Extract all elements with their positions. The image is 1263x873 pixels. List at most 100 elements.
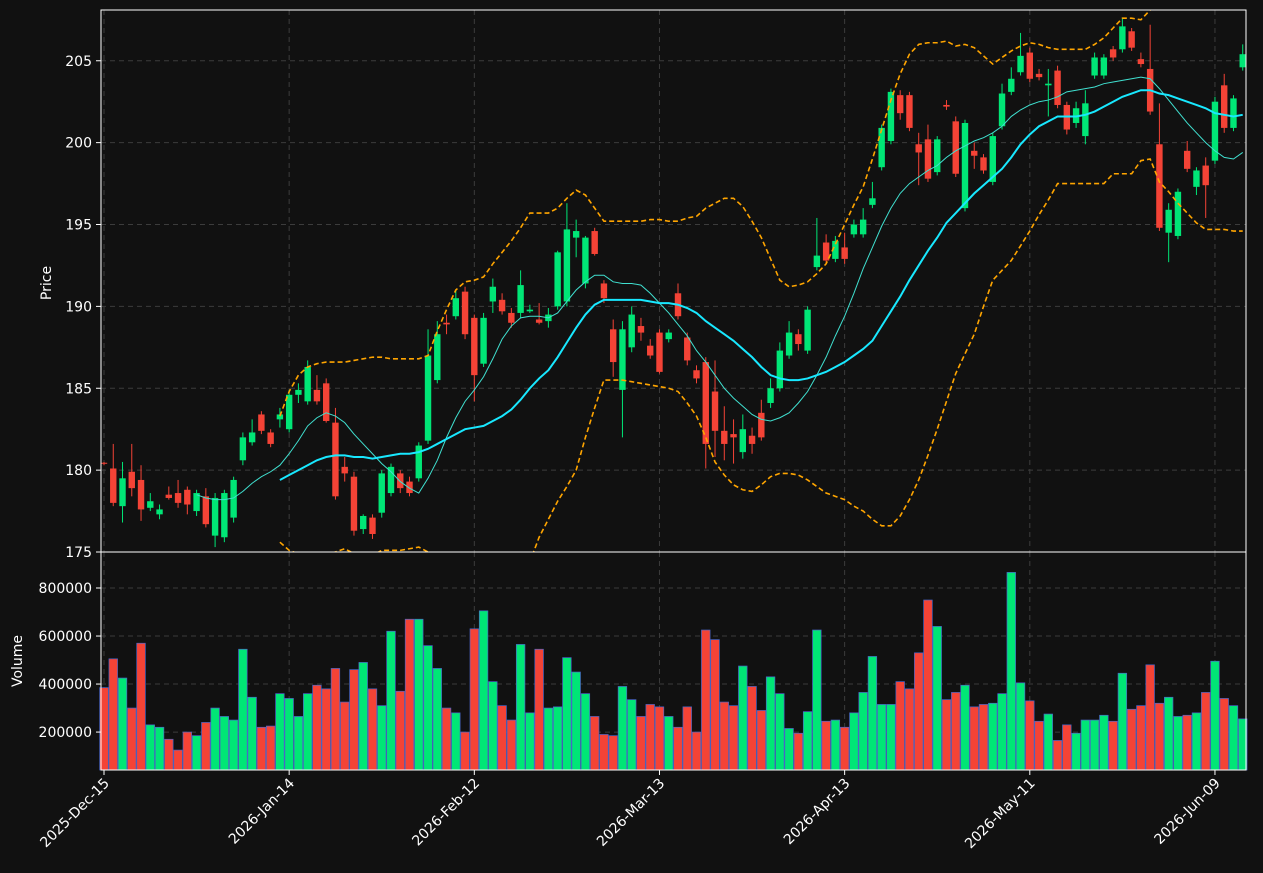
candle-body xyxy=(387,466,395,494)
volume-bar xyxy=(256,726,267,771)
volume-bar xyxy=(219,716,230,771)
volume-bar xyxy=(599,734,609,771)
candle-body xyxy=(267,432,274,444)
candle-body xyxy=(1239,54,1246,68)
volume-bar xyxy=(627,699,637,771)
volume-bar xyxy=(571,671,581,771)
candle-body xyxy=(767,388,774,403)
volume-bar xyxy=(386,630,396,771)
candle-body xyxy=(813,255,821,268)
volume-bar xyxy=(525,712,535,771)
volume-bar xyxy=(1136,705,1146,771)
candle-body xyxy=(276,414,284,420)
candle-body xyxy=(341,466,348,474)
volume-bar xyxy=(275,693,285,771)
candle-body xyxy=(832,240,839,259)
candle-body xyxy=(147,501,154,508)
candle-body xyxy=(804,309,811,351)
candle-body xyxy=(295,389,302,395)
y-tick-label: 185 xyxy=(65,381,92,397)
candle-body xyxy=(1035,73,1043,78)
candle-body xyxy=(211,497,219,536)
volume-bar xyxy=(673,726,683,771)
volume-bar xyxy=(543,707,554,771)
candle-body xyxy=(572,231,580,238)
price-panel xyxy=(101,10,1246,552)
candle-body xyxy=(378,473,385,513)
volume-bar xyxy=(1025,700,1035,771)
candle-body xyxy=(896,95,904,114)
candle-body xyxy=(1026,52,1033,79)
candle-body xyxy=(795,334,802,345)
volume-bar xyxy=(247,696,257,771)
volume-bar xyxy=(182,731,192,771)
candle-body xyxy=(119,478,126,507)
candle-body xyxy=(619,329,626,390)
y-tick-label: 190 xyxy=(65,299,92,315)
volume-bar xyxy=(719,701,729,771)
candle-body xyxy=(1100,57,1108,76)
y-axis-label: Price xyxy=(39,266,55,300)
volume-bar xyxy=(478,610,489,771)
candle-body xyxy=(397,473,404,489)
candle-body xyxy=(193,493,200,512)
volume-bar xyxy=(1201,692,1211,771)
volume-bar xyxy=(377,705,387,771)
volume-bar xyxy=(1089,719,1100,771)
volume-bar xyxy=(877,704,887,771)
candle-body xyxy=(822,242,830,261)
candle-body xyxy=(406,481,413,494)
candle-body xyxy=(452,298,460,317)
candle-body xyxy=(174,493,182,503)
volume-bar xyxy=(710,639,720,771)
candle-body xyxy=(859,219,867,235)
candle-body xyxy=(878,127,885,168)
candle-body xyxy=(313,389,321,402)
volume-bar xyxy=(515,644,526,771)
candle-body xyxy=(952,121,959,174)
candle-body xyxy=(785,332,793,356)
volume-frame xyxy=(100,551,1247,771)
volume-bar xyxy=(1006,572,1016,771)
volume-bar xyxy=(1126,708,1137,771)
candle-body xyxy=(1008,78,1015,92)
volume-bar xyxy=(682,706,692,771)
candle-body xyxy=(628,314,635,348)
y-tick-label: 800000 xyxy=(39,581,92,597)
candle-body xyxy=(1211,101,1219,161)
candle-body xyxy=(137,479,145,510)
volume-bar xyxy=(460,731,470,771)
candle-body xyxy=(1017,55,1024,73)
volume-bar xyxy=(812,629,822,771)
volume-bar xyxy=(978,704,989,771)
candle-body xyxy=(989,136,996,182)
volume-bar xyxy=(932,626,942,771)
candle-body xyxy=(471,317,478,376)
volume-bar xyxy=(867,656,878,771)
volume-bar xyxy=(886,704,896,771)
candle-body xyxy=(1054,70,1061,105)
volume-bar xyxy=(238,648,248,771)
candle-body xyxy=(841,247,848,259)
volume-bar xyxy=(423,645,433,771)
volume-bar xyxy=(701,629,711,771)
candle-body xyxy=(369,517,376,534)
candle-body xyxy=(1202,165,1209,186)
candle-body xyxy=(1137,59,1145,65)
candle-body xyxy=(434,334,441,381)
candle-body xyxy=(609,329,617,363)
candle-body xyxy=(702,362,709,444)
volume-bar xyxy=(636,716,646,771)
volume-bar xyxy=(340,701,350,771)
candle-body xyxy=(184,489,191,505)
volume-bar xyxy=(330,668,341,771)
candle-body xyxy=(1109,49,1117,58)
volume-bar xyxy=(441,707,452,771)
candle-body xyxy=(647,345,654,356)
candle-body xyxy=(128,471,135,489)
volume-bar xyxy=(839,726,850,771)
volume-bar xyxy=(904,688,915,771)
candle-body xyxy=(998,93,1006,127)
volume-bar xyxy=(154,726,165,771)
grid xyxy=(101,10,1246,770)
